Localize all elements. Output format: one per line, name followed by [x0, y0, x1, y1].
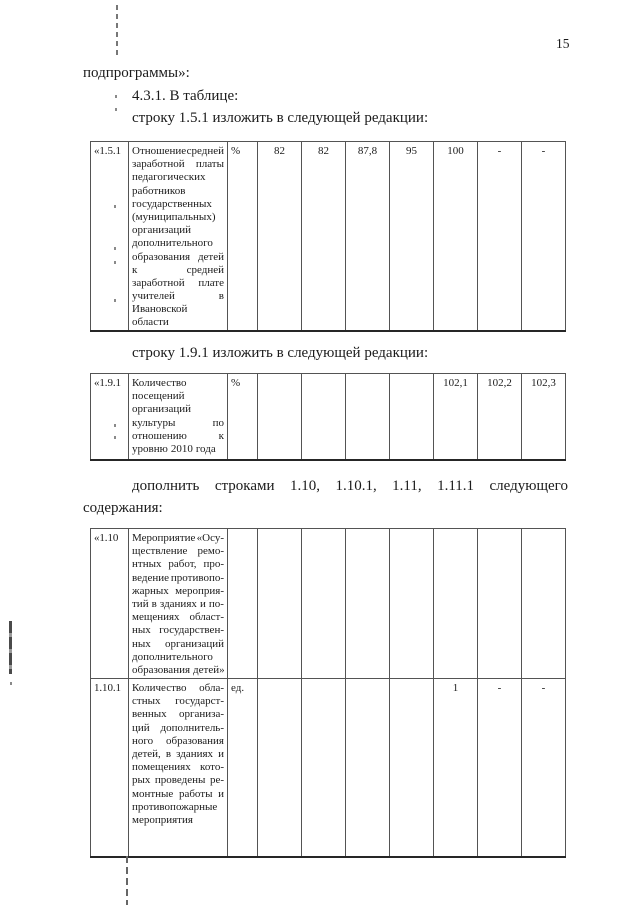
unit-cell: ед.: [227, 678, 258, 857]
value-cell: 82: [301, 140, 346, 332]
value-cell: [301, 528, 346, 679]
value-cell: [433, 528, 478, 679]
value-cell: [257, 373, 302, 460]
indicator-name-cell: Количество посещений организаций культуры по…: [128, 373, 228, 460]
scan-artifact: [10, 682, 12, 685]
value-cell: -: [521, 140, 566, 332]
value-cell: [389, 528, 434, 679]
paragraph-intro: подпрограммы»:: [83, 65, 190, 81]
value-cell: [521, 528, 566, 679]
value-cell: [389, 678, 434, 857]
row-number-cell: 1.10.1: [90, 678, 129, 857]
table-row-1-9-1: «1.9.1 Количество посещений организаций кул…: [90, 373, 566, 461]
table-row-1-5-1: «1.5.1 Отношение средней заработной платы пе…: [90, 140, 566, 332]
value-cell: 102,3: [521, 373, 566, 460]
value-cell: -: [521, 678, 566, 857]
value-cell: [345, 528, 390, 679]
value-cell: 95: [389, 140, 434, 332]
value-cell: 102,2: [477, 373, 522, 460]
indicator-name-cell: Количество обла-стных государст-венных орга…: [128, 678, 228, 857]
value-cell: [257, 528, 302, 679]
value-cell: 100: [433, 140, 478, 332]
value-cell: [345, 373, 390, 460]
value-cell: [301, 373, 346, 460]
scan-artifact: [126, 856, 128, 905]
table-row: «1.5.1 Отношение средней заработной платы пе…: [90, 140, 566, 332]
table-row: 1.10.1 Количество обла-стных государст-вен…: [90, 678, 566, 857]
value-cell: [257, 678, 302, 857]
value-cell: 102,1: [433, 373, 478, 460]
value-cell: -: [477, 678, 522, 857]
table-rows-1-10: «1.10 Мероприятие «Осу-ществление ремо-нтн…: [90, 528, 566, 858]
scan-artifact: [115, 108, 117, 111]
page-number: 15: [556, 36, 570, 51]
unit-cell: %: [227, 140, 258, 332]
table-row: «1.9.1 Количество посещений организаций кул…: [90, 373, 566, 460]
paragraph-row-151: строку 1.5.1 изложить в следующей редакц…: [132, 110, 429, 126]
value-cell: [477, 528, 522, 679]
value-cell: -: [477, 140, 522, 332]
paragraph-add-rows-line1: дополнить строками 1.10, 1.10.1, 1.11, 1.11.1…: [132, 478, 568, 494]
paragraph-clause-431: 4.3.1. В таблице:: [132, 88, 239, 104]
unit-cell: %: [227, 373, 258, 460]
scan-artifact: [115, 95, 117, 98]
row-number-cell: «1.5.1: [90, 140, 129, 332]
value-cell: 1: [433, 678, 478, 857]
indicator-name-cell: Отношение средней заработной платы педагогич…: [128, 140, 228, 332]
value-cell: 82: [257, 140, 302, 332]
value-cell: [345, 678, 390, 857]
indicator-name-cell: Мероприятие «Осу-ществление ремо-нтных рабо…: [128, 528, 228, 679]
paragraph-row-191: строку 1.9.1 изложить в следующей редакц…: [132, 345, 429, 361]
scan-artifact: [9, 621, 12, 674]
row-number-cell: «1.9.1: [90, 373, 129, 460]
paragraph-add-rows-line2: содержания:: [83, 500, 163, 516]
scan-artifact: [116, 5, 118, 57]
value-cell: [389, 373, 434, 460]
table-row: «1.10 Мероприятие «Осу-ществление ремо-нтн…: [90, 528, 566, 679]
value-cell: [301, 678, 346, 857]
unit-cell: [227, 528, 258, 679]
value-cell: 87,8: [345, 140, 390, 332]
row-number-cell: «1.10: [90, 528, 129, 679]
